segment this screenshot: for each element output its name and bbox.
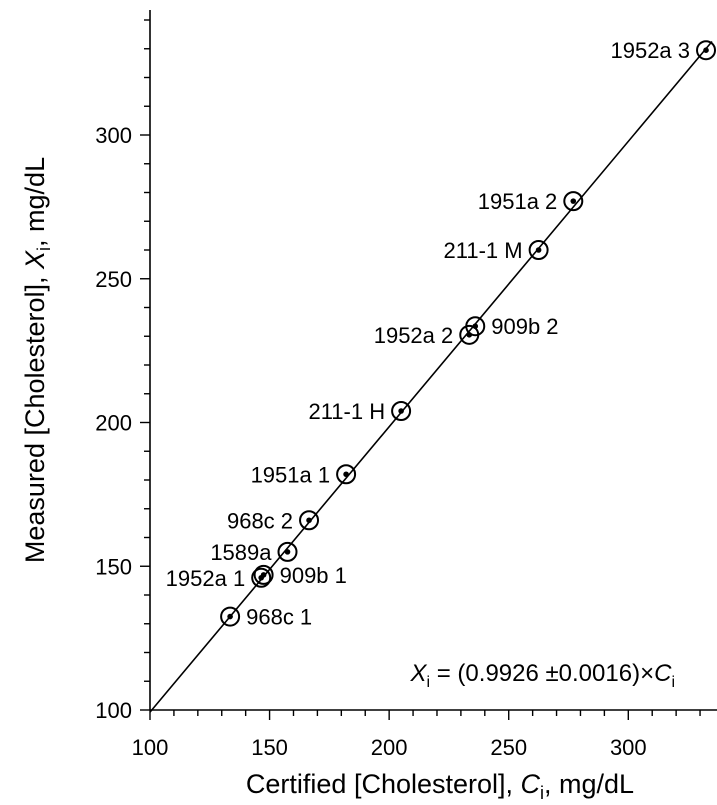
fit-equation-label: Xi = (0.9926 ±0.0016)×Ci <box>410 660 676 691</box>
y-tick-label: 300 <box>95 123 132 148</box>
data-point <box>398 408 404 414</box>
point-label: 1952a 1 <box>166 566 246 591</box>
y-axis-label: Measured [Cholesterol], Xi, mg/dL <box>20 157 54 563</box>
data-point <box>535 247 542 253</box>
fit-line <box>149 40 713 713</box>
x-tick-label: 150 <box>251 735 288 760</box>
data-point <box>343 471 349 478</box>
data-point <box>260 572 267 578</box>
axes: 100 150 200 250 300 100 150 200 250 300 <box>95 10 717 760</box>
x-axis-label: Certified [Cholesterol], Ci, mg/dL <box>246 769 634 803</box>
point-label: 1951a 2 <box>478 189 558 214</box>
point-label: 1951a 1 <box>251 462 331 487</box>
data-point-ring <box>391 401 412 421</box>
data-point <box>227 613 233 620</box>
y-tick-label: 200 <box>95 411 132 436</box>
data-point-ring <box>277 541 298 562</box>
point-label: 1589a <box>210 540 272 565</box>
data-point-ring <box>528 240 549 260</box>
x-tick-label: 100 <box>132 735 169 760</box>
point-label: 1952a 3 <box>610 38 690 63</box>
data-point-ring <box>299 510 320 531</box>
y-tick-label: 150 <box>95 554 132 579</box>
data-point-ring <box>253 564 274 585</box>
point-label: 211-1 M <box>444 238 523 263</box>
data-point <box>306 517 312 524</box>
point-label: 968c 1 <box>246 605 312 630</box>
data-point-ring <box>696 40 717 61</box>
y-tick-label: 100 <box>95 698 132 723</box>
data-point-ring <box>336 464 357 485</box>
point-label: 1952a 2 <box>374 323 454 348</box>
data-point <box>703 47 709 53</box>
data-point-ring <box>563 191 584 212</box>
data-point-ring <box>465 316 486 337</box>
point-label: 211-1 H <box>308 399 385 424</box>
data-point-ring <box>220 606 241 627</box>
y-tick-label: 250 <box>95 267 132 292</box>
data-point <box>472 323 479 329</box>
point-label: 968c 2 <box>227 508 293 533</box>
x-tick-label: 250 <box>490 735 527 760</box>
x-tick-label: 200 <box>371 735 408 760</box>
x-tick-label: 300 <box>610 735 647 760</box>
fit-line-group <box>149 40 713 713</box>
data-points <box>220 40 717 627</box>
data-point <box>284 549 291 555</box>
point-label: 909b 2 <box>491 314 558 339</box>
data-point-ring <box>251 567 272 588</box>
data-point <box>570 198 577 204</box>
point-label: 909b 1 <box>280 563 347 588</box>
